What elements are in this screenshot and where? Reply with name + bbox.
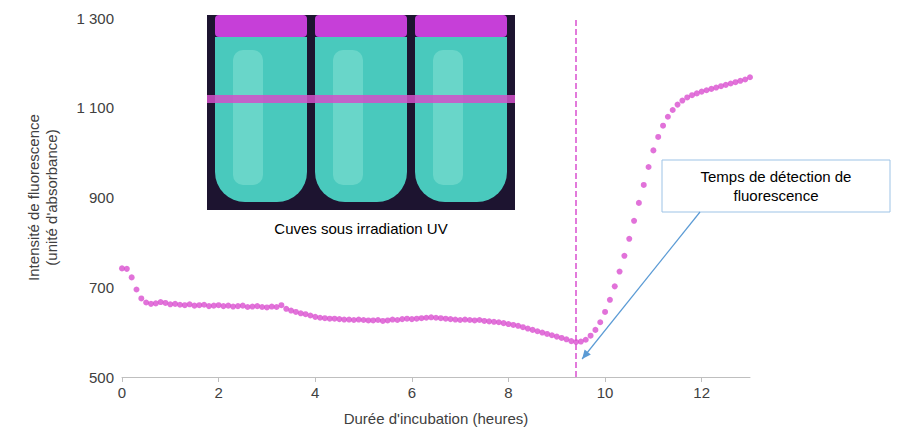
svg-text:Temps de détection de: Temps de détection de [701, 168, 852, 185]
svg-text:fluorescence: fluorescence [733, 187, 818, 204]
svg-text:4: 4 [311, 384, 319, 401]
svg-text:Durée d'incubation (heures): Durée d'incubation (heures) [344, 410, 529, 427]
svg-text:12: 12 [693, 384, 710, 401]
svg-text:6: 6 [408, 384, 416, 401]
svg-text:Cuves sous irradiation UV: Cuves sous irradiation UV [274, 220, 447, 237]
svg-text:900: 900 [89, 189, 114, 206]
svg-text:(unité d'absorbance): (unité d'absorbance) [43, 129, 60, 265]
svg-text:Intensité de fluorescence: Intensité de fluorescence [25, 114, 42, 281]
svg-text:1 100: 1 100 [76, 99, 114, 116]
svg-text:8: 8 [504, 384, 512, 401]
svg-text:700: 700 [89, 279, 114, 296]
svg-text:10: 10 [597, 384, 614, 401]
svg-text:2: 2 [214, 384, 222, 401]
svg-text:0: 0 [118, 384, 126, 401]
svg-text:500: 500 [89, 369, 114, 386]
svg-text:1 300: 1 300 [76, 10, 114, 27]
